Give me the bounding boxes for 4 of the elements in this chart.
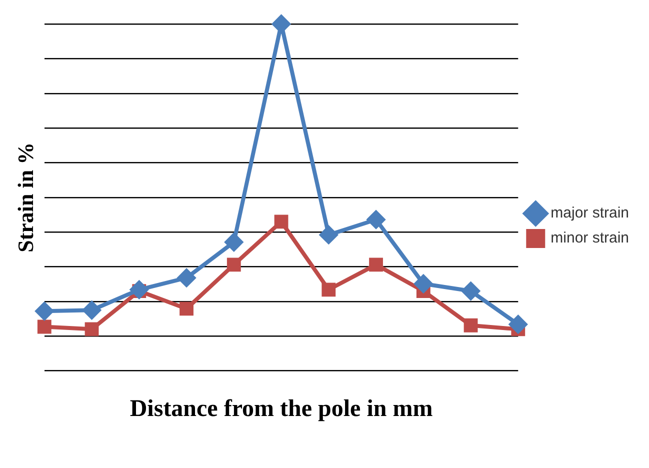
x-axis-title: Distance from the pole in mm bbox=[130, 396, 433, 422]
legend-label: minor strain bbox=[550, 230, 630, 247]
y-axis-title: Strain in % bbox=[12, 142, 38, 252]
legend-label: major strain bbox=[550, 204, 630, 222]
